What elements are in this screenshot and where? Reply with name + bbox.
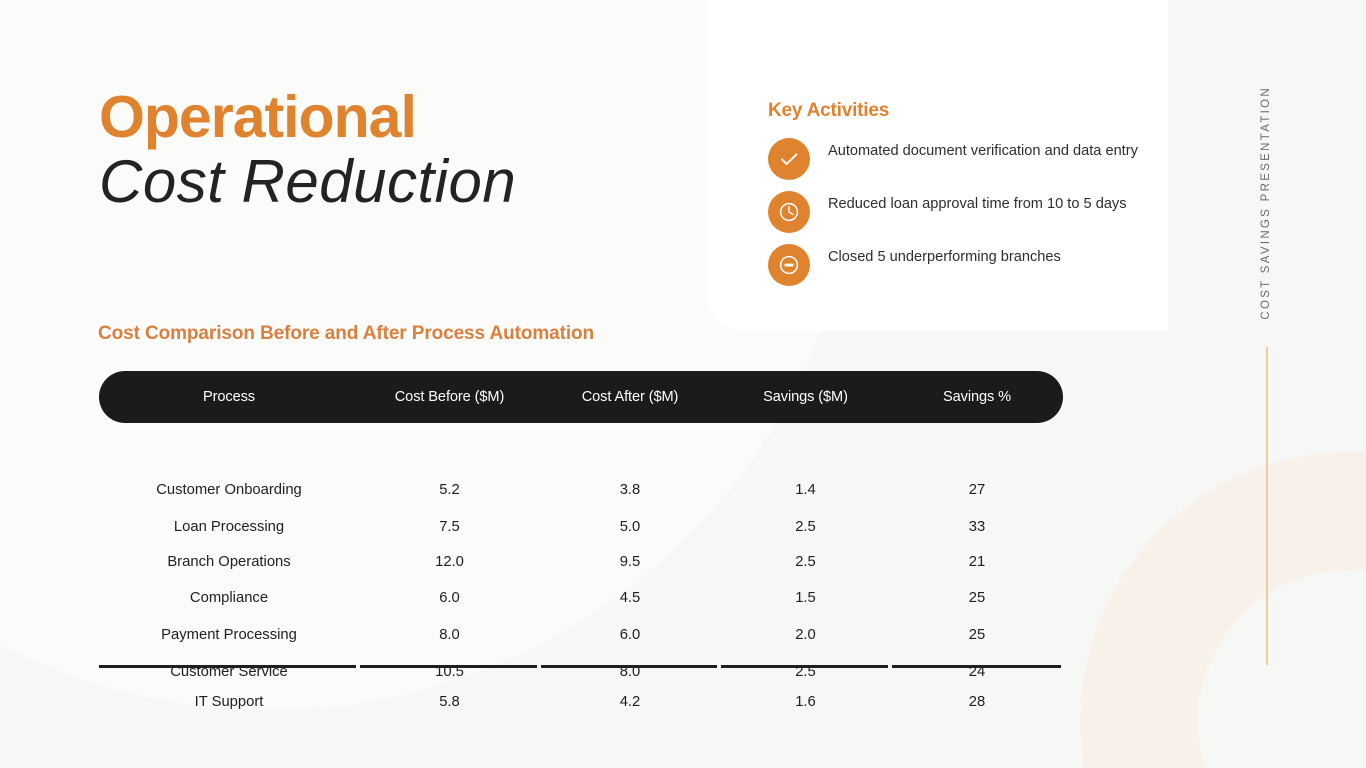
table-cell-value: 2.5 [795,554,816,570]
cost-comparison-table: Process Cost Before ($M) Cost After ($M) Sa… [99,371,1063,723]
table-cell-process: Payment Processing [161,627,297,643]
check-circle-icon [768,138,810,180]
table-row: Customer Onboarding 5.2 3.8 1.4 27 [99,475,1063,505]
page-title-primary: Operational [99,84,417,150]
key-activity-item: Closed 5 underperforming branches [768,244,1148,286]
table-cell-process: Customer Service [170,664,288,680]
table-cell-process: IT Support [194,694,264,710]
table-cell-value: 27 [968,482,986,498]
page-title-secondary: Cost Reduction [99,148,517,215]
table-rule-segment [721,665,888,668]
key-activity-text: Automated document verification and data… [828,143,1138,159]
table-rule-segment [541,665,717,668]
table-row: Loan Processing 7.5 5.0 2.5 33 [99,512,1063,542]
table-cell-value: 1.4 [795,482,816,498]
table-cell-value: 8.0 [619,664,641,680]
key-activity-item: Automated document verification and data… [768,138,1148,180]
key-activities-list: Automated document verification and data… [768,138,1148,297]
table-cell-value: 9.5 [619,554,641,570]
table-cell-value: 2.0 [795,627,816,643]
table-cell-value: 33 [968,519,986,535]
background-ring-shape [1080,452,1366,768]
table-column-header: Cost After ($M) [581,389,679,405]
table-cell-value: 25 [968,590,986,606]
table-caption: Cost Comparison Before and After Process… [98,323,595,344]
table-cell-value: 4.5 [619,590,641,606]
table-bottom-rule [99,665,1063,668]
table-column-header: Savings % [942,389,1012,405]
table-row: Customer Service 10.5 8.0 2.5 24 [99,657,1063,687]
table-cell-value: 5.2 [439,482,460,498]
table-cell-value: 1.6 [795,694,816,710]
table-row: Compliance 6.0 4.5 1.5 25 [99,583,1063,613]
table-cell-process: Branch Operations [167,554,291,570]
table-row: Branch Operations 12.0 9.5 2.5 21 [99,547,1063,577]
table-cell-value: 10.5 [435,664,464,680]
table-cell-value: 8.0 [439,627,460,643]
key-activities-title: Key Activities [768,100,890,121]
table-cell-value: 21 [968,554,986,570]
clock-circle-icon [768,191,810,233]
table-header-row: Process Cost Before ($M) Cost After ($M) Sa… [99,371,1063,423]
table-column-header: Cost Before ($M) [394,389,505,405]
table-rule-segment [360,665,537,668]
table-column-header: Savings ($M) [763,389,848,405]
table-cell-value: 25 [968,627,986,643]
table-cell-value: 6.0 [619,627,641,643]
table-cell-value: 6.0 [439,590,460,606]
table-row: Payment Processing 8.0 6.0 2.0 25 [99,620,1063,650]
key-activity-text: Reduced loan approval time from 10 to 5 … [828,196,1127,212]
table-column-header: Process [202,389,256,405]
table-cell-process: Customer Onboarding [156,482,302,498]
table-cell-value: 24 [968,664,986,680]
table-cell-value: 28 [968,694,986,710]
table-cell-value: 3.8 [619,482,641,498]
key-activities-card: Key Activities Automated document verifi… [708,0,1168,331]
table-cell-process: Compliance [189,590,269,606]
table-cell-value: 5.8 [439,694,460,710]
table-cell-value: 2.5 [795,519,816,535]
table-cell-value: 1.5 [795,590,816,606]
side-label: COST SAVINGS PRESENTATION [1244,86,1288,320]
table-cell-value: 7.5 [439,519,460,535]
table-cell-value: 2.5 [795,664,816,680]
table-body: Customer Onboarding 5.2 3.8 1.4 27 Loan Proce… [99,423,1063,723]
table-cell-process: Loan Processing [173,519,285,535]
table-rule-segment [892,665,1061,668]
table-cell-value: 12.0 [435,554,464,570]
vertical-accent-line [1266,347,1268,665]
side-label-text: COST SAVINGS PRESENTATION [1260,86,1272,320]
table-row: IT Support 5.8 4.2 1.6 28 [99,687,1063,717]
table-cell-value: 5.0 [619,519,641,535]
key-activity-item: Reduced loan approval time from 10 to 5 … [768,191,1148,233]
minus-circle-icon [768,244,810,286]
key-activity-text: Closed 5 underperforming branches [828,249,1061,265]
table-cell-value: 4.2 [619,694,641,710]
table-rule-segment [99,665,356,668]
